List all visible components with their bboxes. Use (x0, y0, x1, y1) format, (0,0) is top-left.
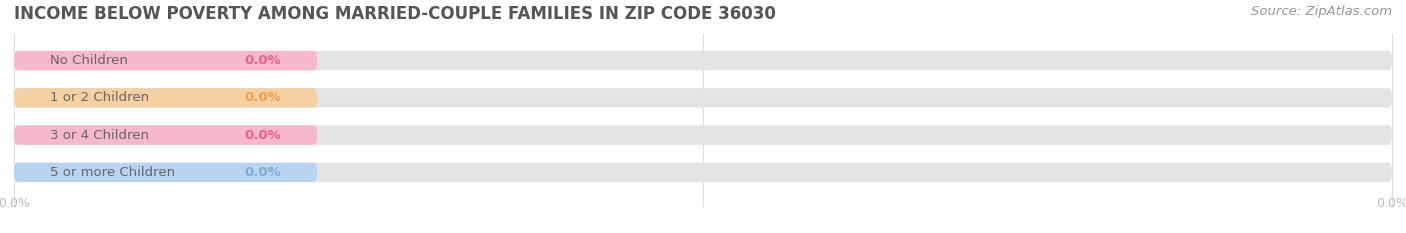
FancyBboxPatch shape (14, 125, 1392, 145)
Text: 3 or 4 Children: 3 or 4 Children (51, 129, 149, 142)
Text: INCOME BELOW POVERTY AMONG MARRIED-COUPLE FAMILIES IN ZIP CODE 36030: INCOME BELOW POVERTY AMONG MARRIED-COUPL… (14, 5, 776, 23)
Text: No Children: No Children (51, 54, 128, 67)
FancyBboxPatch shape (14, 163, 318, 182)
FancyBboxPatch shape (14, 88, 1392, 108)
FancyBboxPatch shape (14, 163, 1392, 182)
Text: Source: ZipAtlas.com: Source: ZipAtlas.com (1251, 5, 1392, 18)
FancyBboxPatch shape (14, 51, 318, 70)
FancyBboxPatch shape (14, 88, 318, 108)
FancyBboxPatch shape (14, 125, 318, 145)
Text: 5 or more Children: 5 or more Children (51, 166, 176, 179)
Text: 1 or 2 Children: 1 or 2 Children (51, 91, 149, 104)
Text: 0.0%: 0.0% (245, 129, 281, 142)
Text: 0.0%: 0.0% (245, 166, 281, 179)
Text: 0.0%: 0.0% (245, 91, 281, 104)
Text: 0.0%: 0.0% (245, 54, 281, 67)
FancyBboxPatch shape (14, 51, 1392, 70)
